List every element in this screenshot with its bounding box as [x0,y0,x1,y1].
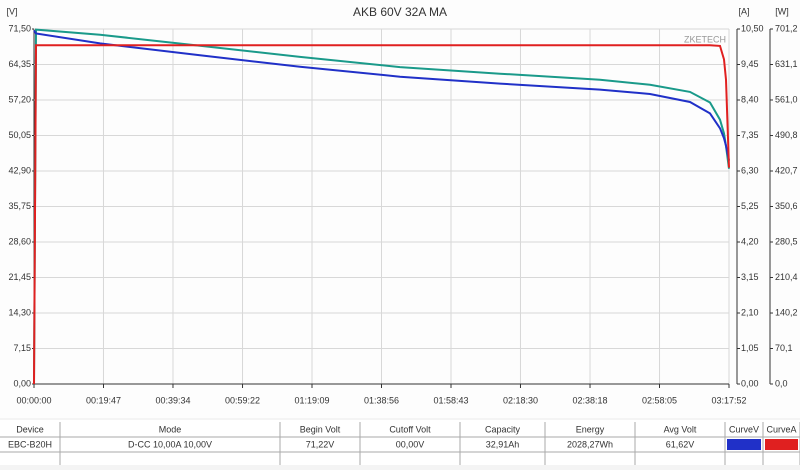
y-tick-label: 71,50 [8,23,31,33]
table-header: Begin Volt [300,424,341,434]
x-tick-label: 00:19:47 [86,395,121,405]
x-tick-label: 00:39:34 [155,395,190,405]
table-cell: EBC-B20H [8,439,52,449]
y-tick-label: 10,50 [741,23,764,33]
y2-unit: [A] [738,6,749,16]
table-cell: 2028,27Wh [567,439,613,449]
y-tick-label: 490,8 [775,130,798,140]
y-tick-label: 42,90 [8,165,31,175]
y-unit: [V] [6,6,17,16]
y-tick-label: 5,25 [741,201,759,211]
y-tick-label: 9,45 [741,59,759,69]
table-header: Avg Volt [664,424,697,434]
table-cell: 32,91Ah [486,439,520,449]
table-header: Energy [576,424,605,434]
x-tick-label: 03:17:52 [711,395,746,405]
y-tick-label: 21,45 [8,272,31,282]
table-header: Mode [159,424,182,434]
y-tick-label: 28,60 [8,236,31,246]
x-tick-label: 00:00:00 [16,395,51,405]
series-line [33,44,730,385]
table-bg [0,420,800,465]
table-header: Device [16,424,44,434]
y-tick-label: 0,00 [13,378,31,388]
y-tick-label: 280,5 [775,236,798,246]
y-tick-label: 420,7 [775,165,798,175]
curve-swatch [765,439,798,450]
y-tick-label: 140,2 [775,307,798,317]
y-tick-label: 4,20 [741,236,759,246]
x-tick-label: 00:59:22 [225,395,260,405]
y3-unit: [W] [775,6,789,16]
y-tick-label: 57,20 [8,94,31,104]
curve-swatch [727,439,761,450]
table-header: Capacity [485,424,521,434]
y-tick-label: 7,35 [741,130,759,140]
table-header: Cutoff Volt [389,424,431,434]
x-tick-label: 01:38:56 [364,395,399,405]
y-tick-label: 561,0 [775,94,798,104]
y-tick-label: 0,00 [741,378,759,388]
chart-bg [0,0,800,418]
table-header: CurveA [766,424,796,434]
y-tick-label: 70,1 [775,343,793,353]
y-tick-label: 1,05 [741,343,759,353]
chart-title: AKB 60V 32A MA [353,5,447,19]
y-tick-label: 35,75 [8,201,31,211]
y-tick-label: 64,35 [8,59,31,69]
y-tick-label: 14,30 [8,307,31,317]
y-tick-label: 701,2 [775,23,798,33]
x-tick-label: 02:18:30 [503,395,538,405]
y-tick-label: 6,30 [741,165,759,175]
y-tick-label: 631,1 [775,59,798,69]
watermark: ZKETECH [684,34,726,44]
y-tick-label: 0,0 [775,378,788,388]
x-tick-label: 02:58:05 [642,395,677,405]
y-tick-label: 210,4 [775,272,798,282]
table-cell: D-CC 10,00A 10,00V [128,439,212,449]
y-tick-label: 3,15 [741,272,759,282]
table-cell: 71,22V [306,439,335,449]
y-tick-label: 350,6 [775,201,798,211]
y-tick-label: 8,40 [741,94,759,104]
y-tick-label: 2,10 [741,307,759,317]
table-cell: 00,00V [396,439,425,449]
table-cell: 61,62V [666,439,695,449]
x-tick-label: 01:58:43 [433,395,468,405]
table-header: CurveV [729,424,759,434]
y-tick-label: 7,15 [13,343,31,353]
x-tick-label: 02:38:18 [573,395,608,405]
y-tick-label: 50,05 [8,130,31,140]
series-line [33,28,730,385]
x-tick-label: 01:19:09 [294,395,329,405]
series-line [33,29,730,161]
